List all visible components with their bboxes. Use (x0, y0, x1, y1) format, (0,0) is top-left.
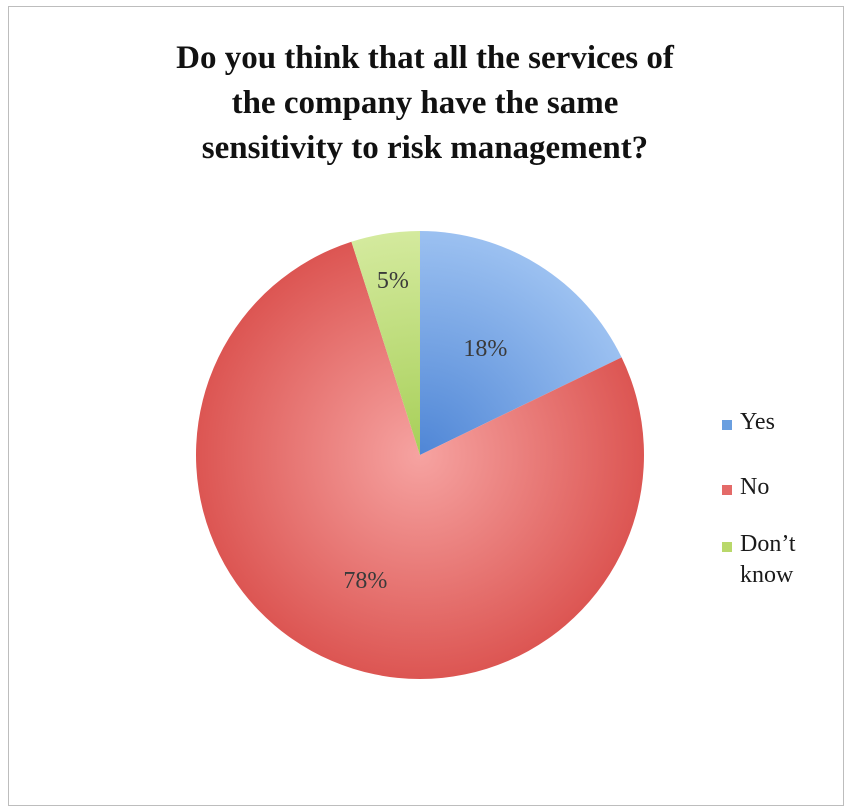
pie-slice-yes (420, 231, 622, 455)
legend-item-dont-know: Don’t know (722, 529, 842, 591)
legend-label-dont-know: Don’t know (740, 531, 796, 588)
slice-label-yes: 18% (463, 336, 507, 362)
slice-label-dont-know: 5% (377, 268, 409, 294)
chart-title: Do you think that all the services of th… (176, 40, 674, 166)
pie-slice-dont-know (351, 231, 420, 455)
legend-item-no: No (722, 472, 842, 503)
legend-swatch-yes (722, 420, 732, 430)
slice-label-no: 78% (343, 568, 387, 594)
pie-slice-no (196, 241, 645, 679)
pie-chart: 18% 78% 5% (196, 231, 645, 679)
legend-label-yes: Yes (740, 409, 775, 435)
legend-swatch-dont-know (722, 542, 732, 552)
chart-legend: Yes No Don’t know (722, 407, 842, 625)
legend-swatch-no (722, 485, 732, 495)
legend-label-no: No (740, 474, 770, 500)
legend-item-yes: Yes (722, 407, 842, 438)
